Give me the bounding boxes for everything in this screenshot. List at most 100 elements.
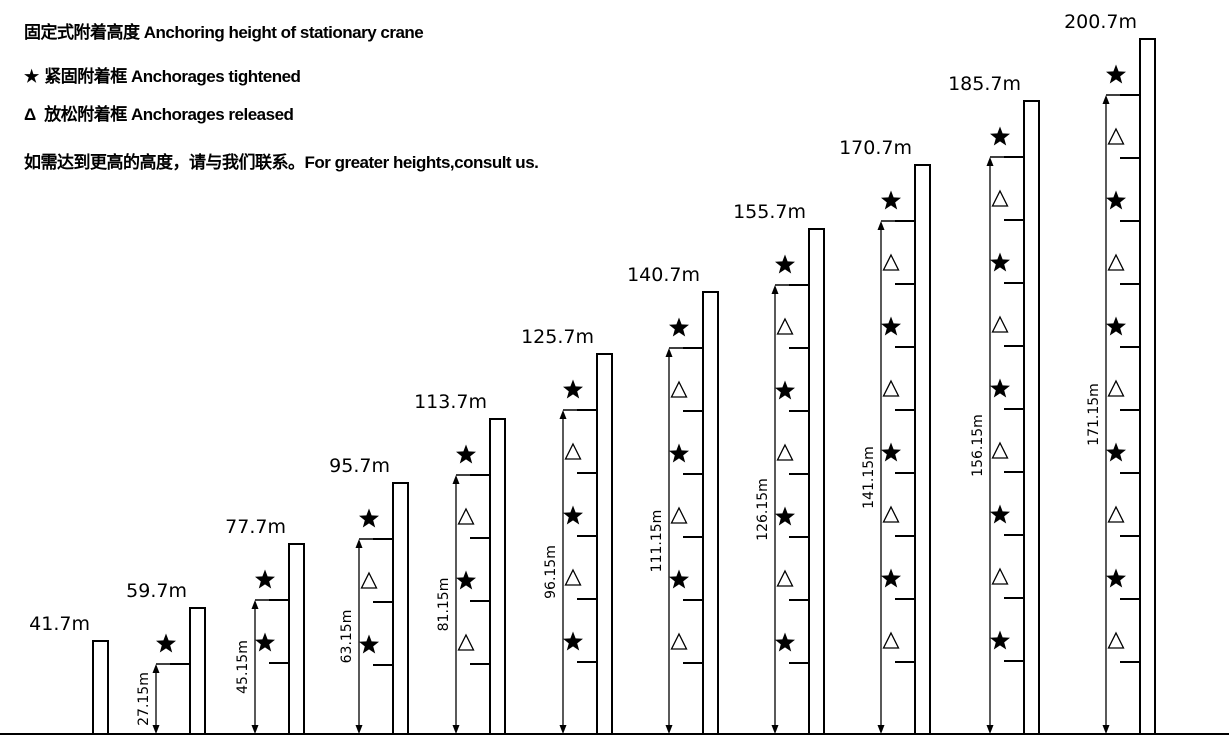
anchor-height-label: 63.15m xyxy=(339,610,355,664)
triangle-icon xyxy=(670,506,688,524)
mast xyxy=(808,228,825,735)
arrow-up-icon xyxy=(152,664,160,673)
star-icon xyxy=(156,633,176,653)
star-icon: ★ xyxy=(24,67,39,86)
triangle-icon xyxy=(1107,253,1125,271)
star-icon xyxy=(669,443,689,463)
arrow-up-icon xyxy=(452,475,460,484)
height-label: 77.7m xyxy=(225,516,286,538)
mast xyxy=(914,164,931,735)
star-icon xyxy=(255,569,275,589)
height-label: 200.7m xyxy=(1064,11,1137,33)
arrow-up-icon xyxy=(1102,95,1110,104)
height-label: 185.7m xyxy=(948,73,1021,95)
arrow-up-icon xyxy=(355,539,363,548)
mast xyxy=(288,543,305,735)
star-icon xyxy=(775,254,795,274)
triangle-icon xyxy=(360,571,378,589)
anchor-height-label: 171.15m xyxy=(1086,383,1102,446)
mast xyxy=(392,482,409,735)
triangle-icon xyxy=(991,567,1009,585)
height-label: 59.7m xyxy=(126,580,187,602)
star-icon xyxy=(1106,64,1126,84)
mast xyxy=(1139,38,1156,735)
mast xyxy=(489,418,506,735)
arrow-down-icon xyxy=(251,725,259,734)
star-icon xyxy=(1106,190,1126,210)
triangle-icon xyxy=(1107,379,1125,397)
legend-note: 如需达到更高的高度，请与我们联系。For greater heights,con… xyxy=(24,153,539,172)
triangle-icon xyxy=(1107,505,1125,523)
triangle-icon xyxy=(1107,127,1125,145)
arrow-down-icon xyxy=(665,725,673,734)
anchor-height-label: 126.15m xyxy=(755,478,771,541)
triangle-icon: Δ xyxy=(24,105,36,124)
anchor-height-label: 111.15m xyxy=(649,510,665,573)
triangle-icon xyxy=(776,443,794,461)
anchor-height-label: 156.15m xyxy=(970,414,986,477)
arrow-down-icon xyxy=(152,725,160,734)
mast xyxy=(702,291,719,735)
height-label: 170.7m xyxy=(839,137,912,159)
arrow-down-icon xyxy=(1102,725,1110,734)
mast xyxy=(92,640,109,735)
anchor-height-label: 27.15m xyxy=(136,672,152,726)
star-icon xyxy=(881,442,901,462)
anchor-height-label: 96.15m xyxy=(543,545,559,599)
arrow-down-icon xyxy=(355,725,363,734)
height-label: 95.7m xyxy=(329,455,390,477)
star-icon xyxy=(563,631,583,651)
mast xyxy=(596,353,613,735)
arrow-up-icon xyxy=(877,221,885,230)
height-label: 140.7m xyxy=(627,264,700,286)
legend-tightened-label: 紧固附着框 Anchorages tightened xyxy=(44,67,301,86)
star-icon xyxy=(563,379,583,399)
arrow-down-icon xyxy=(877,725,885,734)
arrow-up-icon xyxy=(559,410,567,419)
triangle-icon xyxy=(670,380,688,398)
triangle-icon xyxy=(991,315,1009,333)
triangle-icon xyxy=(882,505,900,523)
anchor-height-label: 45.15m xyxy=(235,640,251,694)
star-icon xyxy=(881,568,901,588)
triangle-icon xyxy=(882,253,900,271)
triangle-icon xyxy=(564,442,582,460)
anchor-height-label: 81.15m xyxy=(436,578,452,632)
star-icon xyxy=(359,634,379,654)
arrow-down-icon xyxy=(771,725,779,734)
star-icon xyxy=(456,570,476,590)
triangle-icon xyxy=(991,441,1009,459)
height-label: 155.7m xyxy=(733,201,806,223)
anchor-height-label: 141.15m xyxy=(861,446,877,509)
star-icon xyxy=(255,632,275,652)
arrow-down-icon xyxy=(452,725,460,734)
mast xyxy=(1023,100,1040,735)
star-icon xyxy=(669,317,689,337)
star-icon xyxy=(990,252,1010,272)
star-icon xyxy=(881,316,901,336)
star-icon xyxy=(881,190,901,210)
triangle-icon xyxy=(882,631,900,649)
triangle-icon xyxy=(776,569,794,587)
legend-released: Δ 放松附着框 Anchorages released xyxy=(24,100,294,125)
triangle-icon xyxy=(564,568,582,586)
triangle-icon xyxy=(457,633,475,651)
height-label: 113.7m xyxy=(414,391,487,413)
star-icon xyxy=(990,378,1010,398)
triangle-icon xyxy=(776,317,794,335)
star-icon xyxy=(990,630,1010,650)
arrow-up-icon xyxy=(665,348,673,357)
star-icon xyxy=(1106,568,1126,588)
legend-released-label: 放松附着框 Anchorages released xyxy=(44,105,294,124)
arrow-up-icon xyxy=(986,157,994,166)
arrow-down-icon xyxy=(986,725,994,734)
mast xyxy=(189,607,206,735)
triangle-icon xyxy=(882,379,900,397)
star-icon xyxy=(775,506,795,526)
star-icon xyxy=(456,444,476,464)
triangle-icon xyxy=(1107,631,1125,649)
star-icon xyxy=(775,380,795,400)
triangle-icon xyxy=(457,507,475,525)
height-label: 41.7m xyxy=(29,613,90,635)
